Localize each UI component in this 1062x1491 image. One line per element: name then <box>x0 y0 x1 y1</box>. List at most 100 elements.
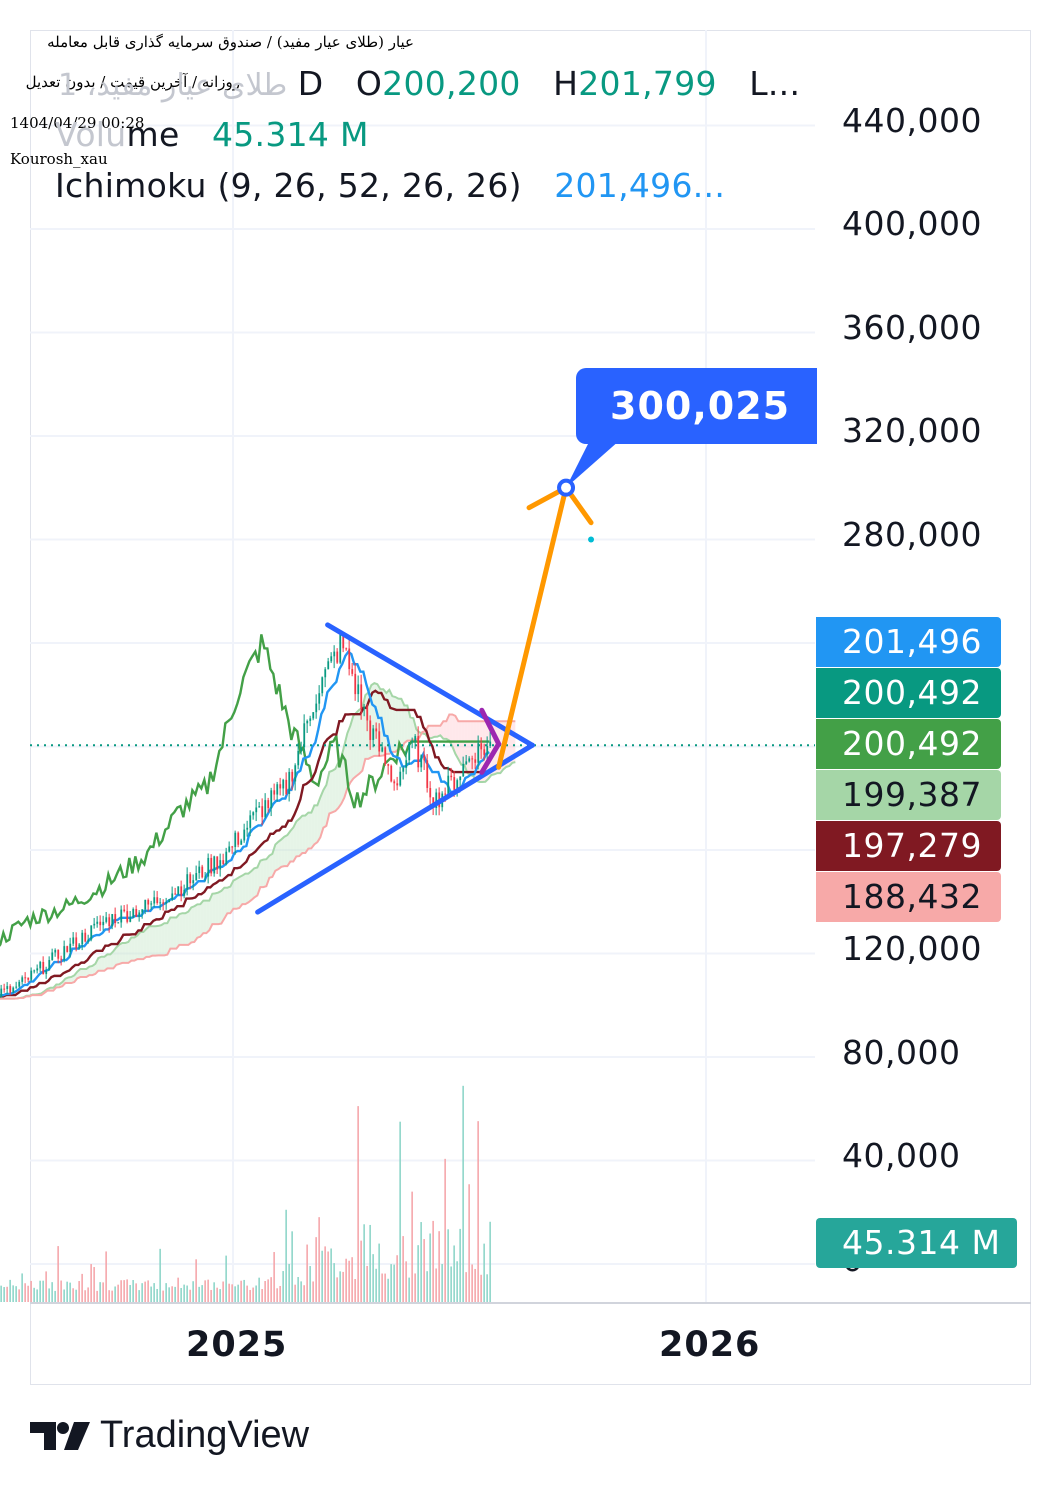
leading-span-a-tag: 199,387 <box>816 770 1001 820</box>
candle-body <box>123 909 126 912</box>
candle-body <box>360 684 363 710</box>
volume-bar <box>288 1263 290 1302</box>
candle-body <box>363 706 366 710</box>
volume-legend[interactable]: Volume 45.314 M <box>55 115 369 154</box>
volume-bar <box>351 1257 353 1302</box>
lagging-span <box>0 634 490 947</box>
indicator-lines <box>0 634 516 1000</box>
volume-bar <box>396 1255 398 1302</box>
candle-body <box>189 874 192 884</box>
lagging-span-tag: 200,492 <box>816 719 1001 769</box>
cloud-segment <box>101 956 105 971</box>
candle-body <box>315 703 318 713</box>
candle-body <box>366 706 369 721</box>
candle-body <box>417 736 420 768</box>
volume-bar <box>39 1280 41 1302</box>
cloud-segment <box>236 877 240 909</box>
volume-bar <box>54 1290 56 1302</box>
cloud-segment <box>122 942 126 963</box>
volume-bar <box>420 1222 422 1302</box>
ohlc-legend[interactable]: طلای عیار مفید، 1 D O200,200 H201,799 L.… <box>58 64 800 103</box>
volume-bar <box>330 1248 332 1302</box>
cloud-segment <box>449 714 453 747</box>
cloud-segment <box>221 887 225 924</box>
cloud-segment <box>137 932 141 960</box>
y-tick-label: 120,000 <box>842 929 982 968</box>
candle-body <box>3 988 6 990</box>
cloud-segment <box>176 914 180 949</box>
candle-body <box>231 846 234 848</box>
candle-body <box>300 747 303 751</box>
volume-bar <box>15 1286 17 1302</box>
cloud-segment <box>317 797 321 843</box>
candle-body <box>489 741 492 747</box>
leading-span-b <box>0 713 516 1000</box>
base-line-tag: 197,279 <box>816 821 1001 871</box>
volume-bar <box>117 1284 119 1302</box>
candle-body <box>270 790 273 809</box>
volume-bar <box>312 1281 314 1302</box>
volume-bar <box>84 1290 86 1302</box>
drawings[interactable] <box>30 440 815 915</box>
candle-body <box>456 780 459 790</box>
volume-bar <box>354 1279 356 1302</box>
open-label: O <box>355 64 383 103</box>
candle-body <box>249 815 252 828</box>
candle-body <box>12 987 15 993</box>
candle-body <box>471 758 474 760</box>
candle-body <box>468 758 471 762</box>
volume-bar <box>108 1290 110 1302</box>
volume-bar <box>96 1290 98 1302</box>
volume-bar <box>63 1289 65 1302</box>
volume-bar <box>81 1273 83 1302</box>
cloud-segment <box>359 708 363 774</box>
cloud-segment <box>323 785 327 828</box>
volume-bar <box>138 1290 140 1302</box>
volume-bar <box>99 1282 101 1302</box>
volume-bar <box>153 1283 155 1302</box>
cloud-segment <box>254 867 258 898</box>
x-tick-label: 2025 <box>186 1325 288 1365</box>
candle-body <box>72 937 75 944</box>
cloud-segment <box>179 913 183 945</box>
candle-body <box>369 720 372 740</box>
volume-bar <box>345 1258 347 1302</box>
volume-bar <box>426 1271 428 1302</box>
candle-body <box>348 648 351 670</box>
candle-body <box>99 921 102 926</box>
candle-body <box>375 728 378 732</box>
candle-body <box>462 763 465 777</box>
ichimoku-legend[interactable]: Ichimoku (9, 26, 52, 26, 26) 201,496... <box>55 166 725 205</box>
tradingview-brand[interactable]: TradingView <box>30 1414 309 1457</box>
volume-bar <box>87 1287 89 1302</box>
volume-bar <box>282 1271 284 1302</box>
cloud-segment <box>392 696 396 752</box>
volume-bar <box>381 1273 383 1302</box>
candle-body <box>243 829 246 841</box>
volume-bar <box>405 1261 407 1302</box>
cloud-segment <box>269 853 273 878</box>
cloud-segment <box>401 698 405 750</box>
cloud-segment <box>161 923 165 956</box>
volume-bar <box>384 1273 386 1302</box>
candle-body <box>474 759 477 763</box>
candle-body <box>405 760 408 768</box>
candle-body <box>423 755 426 761</box>
cloud-segment <box>140 932 144 960</box>
candle-body <box>339 634 342 663</box>
volume-bar <box>225 1255 227 1302</box>
target-callout[interactable]: 300,025 <box>576 368 817 444</box>
volume-bar <box>303 1285 305 1302</box>
cloud-segment <box>224 887 228 919</box>
candle-body <box>183 889 186 896</box>
candle-body <box>180 886 183 896</box>
volume-bar <box>192 1281 194 1302</box>
candle-body <box>69 943 72 952</box>
high-label: H <box>553 64 579 103</box>
candle-body <box>303 723 306 748</box>
candle-body <box>156 897 159 903</box>
volume-bar <box>195 1259 197 1302</box>
tradingview-logo-icon <box>30 1421 90 1450</box>
candle-body <box>228 846 231 852</box>
